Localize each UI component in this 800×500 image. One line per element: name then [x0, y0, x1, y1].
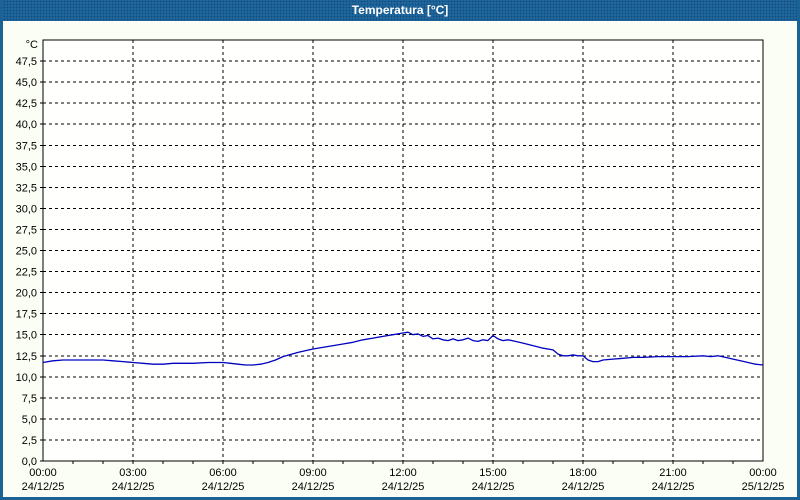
axis-label: 5,0 — [22, 414, 37, 426]
axis-label: 12:00 — [389, 467, 417, 479]
axis-label: 0,0 — [22, 456, 37, 468]
axis-label: 15,0 — [16, 330, 37, 342]
chart-area: 0,0 2,5 5,0 7,5 10,0 12,5 15,0 17,5 20,0 22,5 25,0… — [3, 21, 797, 497]
axis-label: 24/12/25 — [562, 481, 605, 493]
plot-border — [42, 39, 764, 462]
axis-label: 47,5 — [16, 56, 37, 68]
axis-label: 00:00 — [29, 467, 57, 479]
axis-label: 27,5 — [16, 224, 37, 236]
axis-label: 22,5 — [16, 267, 37, 279]
axis-label: 24/12/25 — [292, 481, 335, 493]
axis-label: 06:00 — [209, 467, 237, 479]
gridlines — [43, 40, 763, 461]
window-title: Temperatura [°C] — [351, 3, 449, 17]
temperature-line — [42, 331, 764, 366]
axis-label: 24/12/25 — [652, 481, 695, 493]
axis-label: 09:00 — [299, 467, 327, 479]
axis-label: 7,5 — [22, 393, 37, 405]
axis-label: 24/12/25 — [112, 481, 155, 493]
axis-label: 12,5 — [16, 351, 37, 363]
x-axis-labels: 00:00 24/12/25 03:00 24/12/25 06:00 24/12/25 0… — [22, 467, 785, 493]
axis-label: 24/12/25 — [382, 481, 425, 493]
axis-label: 20,0 — [16, 288, 37, 300]
axis-label: 32,5 — [16, 182, 37, 194]
axis-label: 45,0 — [16, 77, 37, 89]
axis-label: 18:00 — [569, 467, 597, 479]
y-axis-labels: 0,0 2,5 5,0 7,5 10,0 12,5 15,0 17,5 20,0 22,5 25,0… — [16, 39, 38, 468]
axis-label: 30,0 — [16, 203, 37, 215]
axis-label: 24/12/25 — [202, 481, 245, 493]
axis-label: 2,5 — [22, 435, 37, 447]
axis-label: 15:00 — [479, 467, 507, 479]
axis-label: 35,0 — [16, 161, 37, 173]
axis-label: 37,5 — [16, 140, 37, 152]
axis-label: 24/12/25 — [22, 481, 65, 493]
axis-label: 17,5 — [16, 309, 37, 321]
axis-label: 25/12/25 — [742, 481, 785, 493]
temperature-chart-canvas: 0,0 2,5 5,0 7,5 10,0 12,5 15,0 17,5 20,0 22,5 25,0… — [16, 39, 785, 493]
axis-label: 10,0 — [16, 372, 37, 384]
axis-label: °C — [26, 39, 38, 51]
axis-label: 40,0 — [16, 119, 37, 131]
axis-label: 24/12/25 — [472, 481, 515, 493]
axis-label: 42,5 — [16, 98, 37, 110]
axis-label: 00:00 — [749, 467, 777, 479]
axis-label: 21:00 — [659, 467, 687, 479]
axis-label: 03:00 — [119, 467, 147, 479]
axis-label: 25,0 — [16, 246, 37, 258]
window-titlebar: Temperatura [°C] — [3, 0, 797, 21]
